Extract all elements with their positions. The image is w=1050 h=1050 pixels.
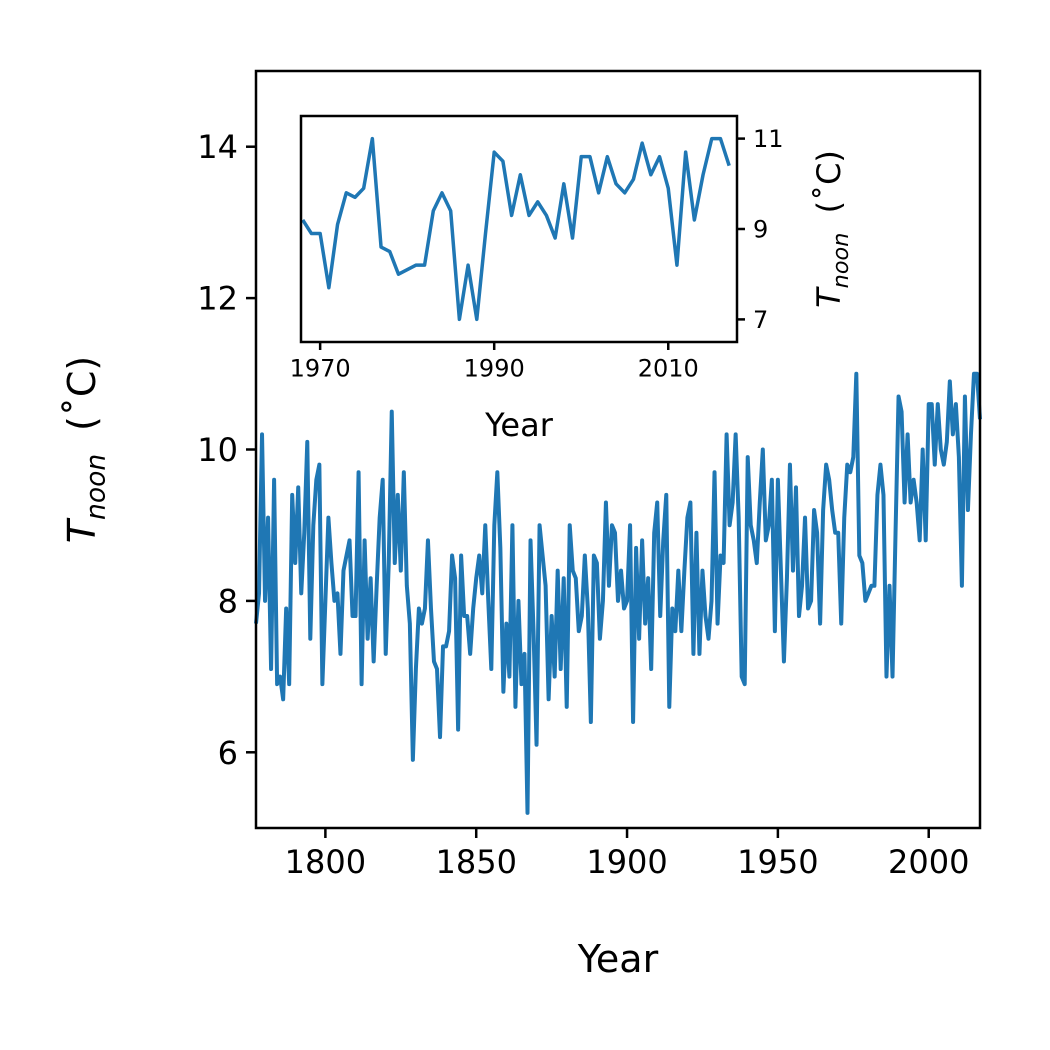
x-tick-label: 1950 bbox=[737, 843, 818, 881]
x-axis-label: Year bbox=[577, 937, 659, 981]
y-label-symbol: T bbox=[60, 517, 104, 543]
y-tick-label: 11 bbox=[753, 125, 784, 153]
x-tick-label: 1970 bbox=[290, 354, 351, 382]
y-axis-label: Tnoon (˚C) bbox=[810, 150, 854, 308]
y-tick-label: 14 bbox=[197, 128, 238, 166]
data-line bbox=[301, 136, 731, 322]
y-tick-label: 9 bbox=[753, 216, 768, 244]
x-tick-label: 1990 bbox=[464, 354, 525, 382]
x-tick-label: 2010 bbox=[638, 354, 699, 382]
x-tick-label: 1850 bbox=[435, 843, 516, 881]
y-label-unit: (˚C) bbox=[60, 356, 104, 431]
y-tick-label: 6 bbox=[218, 734, 238, 772]
x-axis-label: Year bbox=[484, 406, 554, 444]
y-tick-label: 7 bbox=[753, 306, 768, 334]
y-tick-label: 10 bbox=[197, 431, 238, 469]
y-tick-label: 8 bbox=[218, 582, 238, 620]
y-label-unit: (˚C) bbox=[810, 150, 848, 213]
y-label-subscript: noon bbox=[828, 233, 854, 289]
y-axis-label: Tnoon (˚C) bbox=[60, 356, 112, 543]
y-tick-label: 12 bbox=[197, 280, 238, 318]
x-tick-label: 1900 bbox=[586, 843, 667, 881]
y-label-subscript: noon bbox=[81, 454, 112, 520]
axes: 1970 1990 2010 7 9 11 Year Tnoon (˚C) bbox=[290, 114, 854, 444]
data-line bbox=[254, 371, 982, 815]
y-label-symbol: T bbox=[810, 286, 848, 308]
x-tick-label: 2000 bbox=[888, 843, 969, 881]
x-tick-label: 1800 bbox=[285, 843, 366, 881]
